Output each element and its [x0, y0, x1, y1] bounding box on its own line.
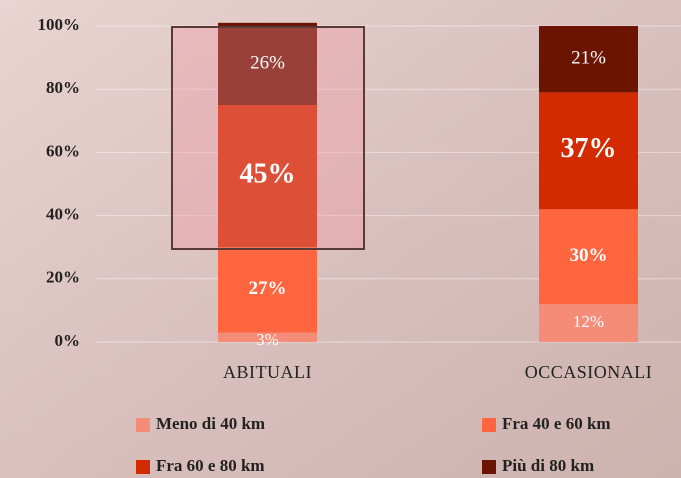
legend-swatch: [482, 418, 496, 432]
y-tick-label: 40%: [46, 205, 80, 224]
legend-swatch: [136, 460, 150, 474]
value-label: 27%: [249, 278, 287, 299]
x-tick-label: OCCASIONALI: [525, 362, 653, 382]
legend-swatch: [482, 460, 496, 474]
y-tick-label: 60%: [46, 141, 80, 160]
value-label: 30%: [570, 245, 608, 266]
y-tick-label: 0%: [55, 331, 81, 350]
value-label: 3%: [256, 330, 279, 349]
x-tick-label: ABITUALI: [223, 362, 312, 382]
y-tick-label: 80%: [46, 78, 80, 97]
y-tick-label: 100%: [38, 15, 81, 34]
legend-label: Meno di 40 km: [156, 414, 265, 433]
legend-swatch: [136, 418, 150, 432]
legend-label: Fra 40 e 60 km: [502, 414, 611, 433]
value-label: 21%: [571, 48, 606, 69]
chart: 0% 20% 40% 60% 80% 100% 3% 27% 45% 26% ABITUALI 12%…: [0, 0, 681, 478]
legend-label: Fra 60 e 80 km: [156, 456, 265, 475]
value-label: 26%: [250, 52, 285, 73]
legend-label: Più di 80 km: [502, 456, 594, 475]
y-tick-label: 20%: [46, 268, 80, 287]
value-label: 37%: [561, 133, 617, 164]
value-label: 45%: [240, 159, 296, 190]
value-label: 12%: [573, 312, 604, 331]
